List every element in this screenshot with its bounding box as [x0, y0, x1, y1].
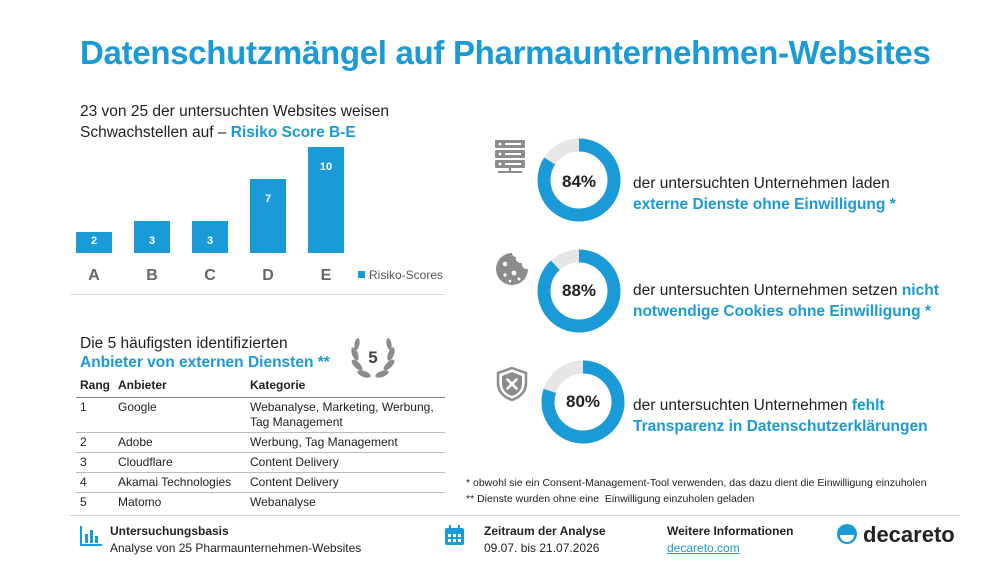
- provider-cell: Adobe: [114, 432, 246, 453]
- table-row: 4 Akamai Technologies Content Delivery: [76, 472, 445, 493]
- rank-cell: 5: [80, 495, 87, 509]
- chart-subtitle-line1: 23 von 25 der untersuchten Websites weis…: [80, 103, 390, 120]
- provider-cell: Akamai Technologies: [114, 472, 246, 493]
- x-tick-label: B: [146, 267, 158, 284]
- stat-text-line: der untersuchten Unternehmen setzen: [633, 282, 902, 299]
- stat-value-88: 88%: [561, 281, 597, 300]
- col-header-rank: Rang: [76, 378, 114, 398]
- stat-text-external-services: der untersuchten Unternehmen laden exter…: [633, 173, 973, 215]
- donut-fill: [541, 360, 625, 444]
- top5-title-line1: Die 5 häufigsten identifizierten: [80, 335, 288, 352]
- category-cell: Werbung, Tag Management: [246, 432, 445, 453]
- footer-info: Weitere Informationen decareto.com: [667, 524, 793, 555]
- donut-fill: [537, 249, 621, 333]
- category-cell: Content Delivery: [246, 452, 445, 473]
- stat-text-cookies: der untersuchten Unternehmen setzen nich…: [633, 280, 973, 322]
- stat-text-line: der untersuchten Unternehmen laden: [633, 175, 890, 192]
- footnotes: * obwohl sie ein Consent-Management-Tool…: [466, 475, 927, 507]
- legend-swatch: [358, 271, 365, 278]
- donut-ring-88: [537, 249, 621, 333]
- bar-c: [192, 221, 228, 253]
- provider-table-header: Rang Anbieter Kategorie: [76, 378, 445, 398]
- chart-subtitle-line2: Schwachstellen auf –: [80, 124, 231, 141]
- page-title: Datenschutzmängel auf Pharmaunternehmen-…: [80, 34, 931, 71]
- info-link[interactable]: decareto.com: [667, 541, 740, 555]
- decareto-logo-icon: [837, 524, 857, 544]
- footnote-1: * obwohl sie ein Consent-Management-Tool…: [466, 477, 927, 489]
- donut-ring-80: [541, 360, 625, 444]
- bar-d: [250, 178, 286, 253]
- provider-cell: Matomo: [118, 495, 162, 509]
- category-cell: Webanalyse, Marketing, Werbung, Tag Mana…: [246, 397, 445, 433]
- period-text: 09.07. bis 21.07.2026: [484, 541, 600, 555]
- x-tick-label: C: [204, 267, 216, 284]
- basis-text: Analyse von 25 Pharmaunternehmen-Website…: [110, 541, 362, 555]
- bar-b: [134, 221, 170, 253]
- bar-value-label: 3: [206, 235, 214, 248]
- footnote-2: ** Dienste wurden ohne eine Einwilligung…: [466, 493, 755, 505]
- bar-a: [76, 231, 112, 253]
- col-header-category: Kategorie: [246, 378, 445, 398]
- category-cell: Webanalyse: [250, 495, 316, 509]
- footer-basis: Untersuchungsbasis Analyse von 25 Pharma…: [110, 524, 361, 555]
- x-tick-label: A: [88, 267, 100, 284]
- table-row: 5 Matomo Webanalyse: [76, 493, 445, 513]
- chart-legend: Risiko-Scores: [358, 268, 443, 282]
- cookie-icon: [496, 253, 528, 285]
- info-title: Weitere Informationen: [667, 524, 794, 538]
- bar-chart-icon: [80, 526, 102, 546]
- chart-axis-line: [70, 294, 445, 295]
- logo-text: decareto: [863, 522, 955, 547]
- server-icon: [495, 140, 525, 173]
- stat-highlight: nicht notwendige Cookies ohne Einwilligu…: [633, 282, 939, 320]
- decareto-logo: decareto: [836, 522, 955, 548]
- table-row: 2 Adobe Werbung, Tag Management: [76, 432, 445, 453]
- footer-period: Zeitraum der Analyse 09.07. bis 21.07.20…: [484, 524, 606, 555]
- x-tick-label: E: [320, 267, 332, 284]
- top5-title-line2: Anbieter von externen Diensten **: [80, 354, 330, 371]
- stat-text-transparency: der untersuchten Unternehmen fehlt Trans…: [633, 395, 973, 437]
- donut-fill: [537, 138, 621, 222]
- stat-text-line: der untersuchten Unternehmen: [633, 397, 852, 414]
- period-title: Zeitraum der Analyse: [484, 524, 606, 538]
- category-cell: Content Delivery: [246, 472, 445, 493]
- bar-value-label: 10: [319, 161, 333, 173]
- x-tick-label: D: [262, 267, 274, 284]
- bar-value-label: 7: [264, 192, 272, 205]
- chart-subtitle-highlight: Risiko Score B-E: [230, 124, 356, 141]
- top5-title: Die 5 häufigsten identifizierten Anbiete…: [80, 334, 330, 372]
- basis-title: Untersuchungsbasis: [110, 524, 229, 538]
- bar-e: [308, 147, 344, 253]
- calendar-icon: [445, 525, 464, 545]
- laurel-badge-number: 5: [368, 348, 377, 367]
- donut-ring-84: [537, 138, 621, 222]
- stat-value-80: 80%: [565, 392, 601, 411]
- laurel-badge-icon: 5: [351, 338, 395, 378]
- chart-subtitle: 23 von 25 der untersuchten Websites weis…: [80, 101, 389, 143]
- shield-x-icon: [496, 366, 528, 402]
- bar-value-label: 2: [90, 235, 98, 248]
- stat-highlight: externe Dienste ohne Einwilligung *: [633, 196, 896, 213]
- rank-cell: 2: [76, 432, 114, 453]
- stat-highlight: fehlt Transparenz in Datenschutzerklärun…: [633, 397, 928, 435]
- provider-cell: Google: [114, 397, 246, 433]
- bar-value-label: 3: [148, 235, 156, 248]
- provider-cell: Cloudflare: [114, 452, 246, 473]
- col-header-provider: Anbieter: [114, 378, 246, 398]
- risk-score-bar-chart: 2 A 3 B 3 C 7 D 10 E: [76, 147, 344, 284]
- rank-cell: 4: [76, 472, 114, 493]
- table-row: 3 Cloudflare Content Delivery: [76, 452, 445, 473]
- rank-cell: 3: [76, 452, 114, 473]
- legend-label: Risiko-Scores: [369, 268, 444, 282]
- stat-value-84: 84%: [561, 172, 597, 191]
- provider-table: Rang Anbieter Kategorie 1 Google Webanal…: [76, 378, 445, 512]
- rank-cell: 1: [76, 397, 114, 433]
- table-row: 1 Google Webanalyse, Marketing, Werbung,…: [76, 397, 445, 433]
- footer-divider: [70, 515, 960, 516]
